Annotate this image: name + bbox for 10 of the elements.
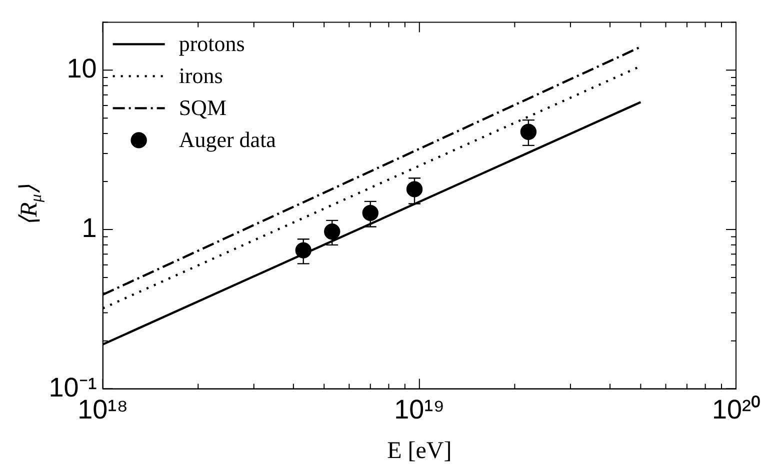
legend-label: protons — [178, 30, 245, 56]
legend-label: SQM — [178, 94, 227, 120]
y-axis-title: ⟨Rμ⟩ — [16, 184, 46, 226]
y-tick-label: 1 — [82, 212, 97, 243]
x-tick-label: 10¹⁹ — [394, 394, 445, 424]
legend-label: irons — [178, 62, 223, 88]
x-axis-title: E [eV] — [387, 438, 452, 464]
legend-label: Auger data — [178, 126, 276, 152]
x-tick-label: 10²⁰ — [712, 394, 760, 424]
y-tick-label: 10 — [66, 54, 97, 84]
